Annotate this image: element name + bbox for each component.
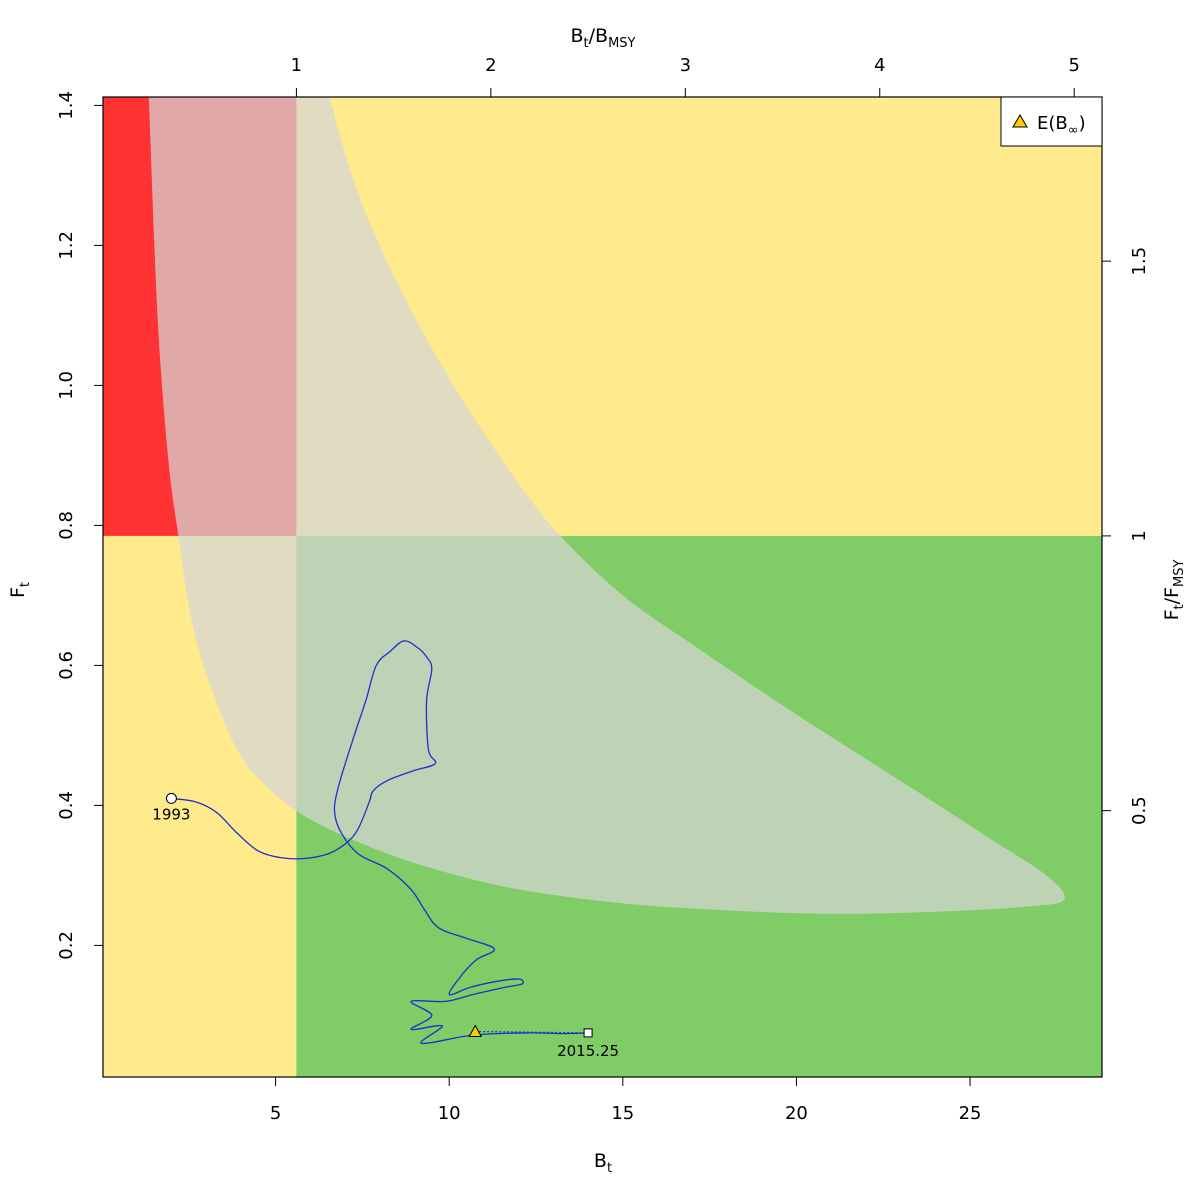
expected-biomass-marker — [468, 1024, 483, 1037]
y-tick-label: 0.8 — [56, 511, 77, 540]
right-tick-label: 1.5 — [1129, 247, 1150, 276]
x-axis-top: 1 2 3 4 5 — [291, 55, 1080, 97]
end-point-label: 2015.25 — [557, 1042, 619, 1060]
top-tick-label: 4 — [874, 55, 885, 76]
right-axis-title: Ft/FMSY — [1161, 560, 1187, 621]
x-axis-bottom: 5 10 15 20 25 — [270, 1077, 982, 1124]
end-point-marker — [583, 1028, 593, 1038]
top-tick-label: 3 — [680, 55, 691, 76]
legend-triangle-icon — [1012, 114, 1028, 128]
x-tick-label: 10 — [438, 1103, 461, 1124]
start-point-label: 1993 — [152, 805, 190, 823]
trajectory-line — [171, 640, 589, 1045]
y-axis-right: 0.5 1 1.5 — [1102, 247, 1150, 825]
plot-frame — [102, 96, 1103, 1078]
x-tick-label: 20 — [785, 1103, 808, 1124]
y-tick-label: 0.4 — [56, 791, 77, 820]
confidence-region — [148, 97, 1065, 914]
projection-line — [475, 1030, 589, 1034]
x-tick-label: 5 — [270, 1103, 281, 1124]
top-tick-label: 2 — [485, 55, 496, 76]
start-point-marker — [165, 792, 177, 804]
top-axis-title: Bt/BMSY — [570, 25, 635, 51]
y-tick-label: 1.4 — [56, 91, 77, 120]
top-tick-label: 1 — [291, 55, 302, 76]
x-axis-title: Bt — [594, 1150, 612, 1176]
right-tick-label: 1 — [1129, 530, 1150, 541]
y-axis-title: Ft — [7, 582, 33, 598]
right-tick-label: 0.5 — [1129, 796, 1150, 825]
x-tick-label: 15 — [611, 1103, 634, 1124]
legend: E(B∞) — [1000, 96, 1103, 147]
legend-label: E(B∞) — [1037, 113, 1086, 138]
top-tick-label: 5 — [1068, 55, 1079, 76]
y-tick-label: 0.2 — [56, 931, 77, 960]
x-tick-label: 25 — [959, 1103, 982, 1124]
y-axis-left: 0.2 0.4 0.6 0.8 1.0 1.2 1.4 — [56, 91, 103, 960]
zones — [103, 97, 1102, 1077]
y-tick-label: 1.2 — [56, 231, 77, 260]
y-tick-label: 0.6 — [56, 651, 77, 680]
y-tick-label: 1.0 — [56, 371, 77, 400]
